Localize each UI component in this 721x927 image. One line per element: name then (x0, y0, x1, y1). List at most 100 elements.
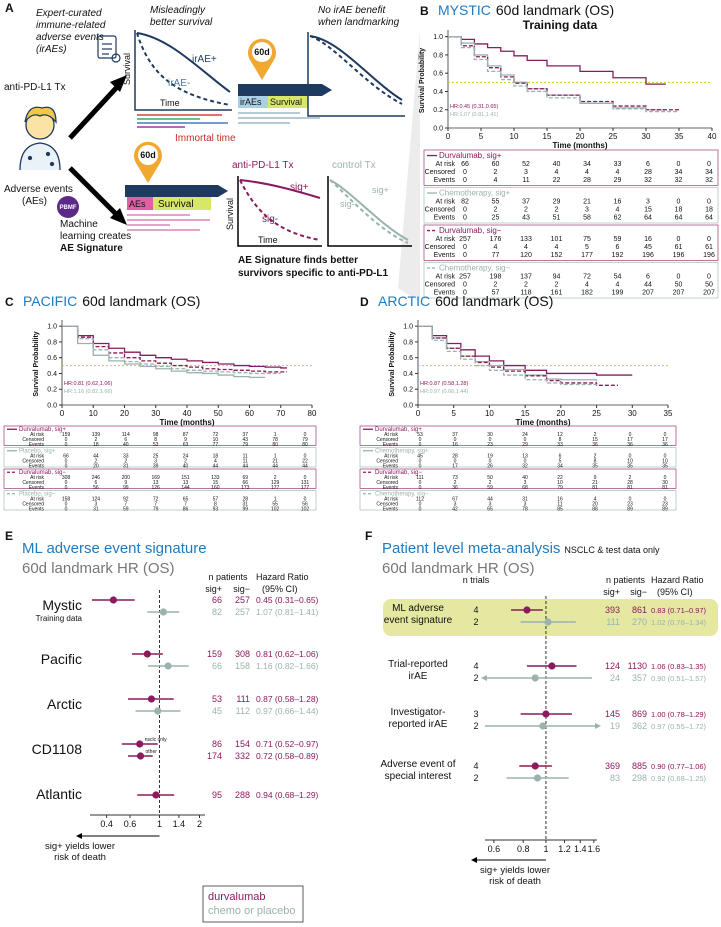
risk-row-label: At risk (30, 475, 44, 481)
n-neg: 357 (632, 673, 647, 683)
risk-value: 196 (703, 252, 715, 259)
risk-value: 59 (487, 485, 493, 491)
risk-value: 102 (271, 507, 280, 513)
risk-value: 2 (494, 169, 498, 176)
y-tick-label: 0.0 (403, 403, 413, 410)
risk-value: 66 (63, 454, 69, 460)
risk-value: 73 (452, 475, 458, 481)
risk-value: 2 (594, 432, 597, 438)
risk-value: 0 (65, 502, 68, 508)
tx-label: anti-PD-L1 Tx (232, 160, 294, 171)
risk-row-label: Events (29, 507, 45, 513)
survival-curve (418, 325, 633, 376)
risk-value: 308 (62, 475, 71, 481)
risk-value: 78 (522, 507, 528, 513)
risk-value: 102 (301, 507, 310, 513)
x-tick-label: 50 (214, 409, 223, 418)
risk-value: 0 (419, 437, 422, 443)
risk-value: 2 (524, 282, 528, 289)
risk-value: 8 (214, 502, 217, 508)
risk-row-label: Censored (22, 480, 44, 486)
risk-group-name: Placebo, sig− (19, 492, 56, 498)
trials: 2 (473, 673, 478, 683)
time-arrow (125, 185, 228, 197)
ae-desc: Adverse events (4, 184, 73, 195)
ci-arrow (481, 675, 487, 681)
risk-value: 72 (583, 274, 591, 281)
risk-row-label: Events (383, 507, 399, 513)
axis-label: Time (160, 98, 180, 108)
risk-value: 120 (520, 252, 532, 259)
y-tick-label: 0.2 (433, 107, 443, 114)
risk-value: 86 (183, 507, 189, 513)
risk-value: 65 (183, 497, 189, 503)
n-neg: 362 (632, 721, 647, 731)
risk-value: 0 (419, 485, 422, 491)
axis-label: Survival (122, 53, 132, 85)
risk-row-label: At risk (436, 274, 456, 281)
n-pos: 24 (610, 673, 620, 683)
risk-value: 4 (494, 244, 498, 251)
panel-label: F (365, 529, 372, 543)
risk-row-label: Censored (22, 502, 44, 508)
n-neg: 332 (235, 751, 250, 761)
risk-value: 0 (419, 502, 422, 508)
risk-value: 8 (559, 437, 562, 443)
n-neg: 861 (632, 605, 647, 615)
risk-value: 51 (553, 215, 561, 222)
hr-annotation: HR:0.81 (0.62,1.06) (64, 381, 112, 387)
risk-value: 25 (153, 454, 159, 460)
heading: Misleadingly (150, 5, 206, 16)
risk-row-label: Events (434, 215, 456, 222)
hr-point (523, 606, 531, 614)
risk-group-box (3, 490, 317, 511)
x-tick-label: 1.2 (558, 844, 571, 854)
risk-value: 4 (555, 244, 559, 251)
risk-value: 9 (594, 475, 597, 481)
risk-value: 30 (662, 480, 668, 486)
risk-value: 31 (522, 497, 528, 503)
risk-value: 35 (662, 464, 668, 470)
segment-label: irAEs (240, 97, 262, 107)
x-tick-label: 30 (642, 132, 651, 141)
x-axis-label: Time (months) (516, 418, 571, 427)
segment-label: Survival (270, 97, 302, 107)
risk-row-label: Events (434, 290, 456, 297)
risk-value: 78 (272, 437, 278, 443)
hr-annotation: HR:0.87 (0.58,1.28) (420, 381, 468, 387)
risk-value: 0 (707, 161, 711, 168)
risk-value: 0 (664, 432, 667, 438)
risk-value: 31 (242, 502, 248, 508)
risk-value: 79 (557, 485, 563, 491)
hr-label: 0.90 (0.51–1.57) (651, 674, 707, 683)
n-pos: 145 (605, 709, 620, 719)
risk-value: 2 (594, 454, 597, 460)
risk-value: 0 (707, 274, 711, 281)
y-axis-label: Survival Probability (419, 48, 426, 113)
risk-value: 79 (302, 437, 308, 443)
risk-value: 56 (93, 485, 99, 491)
zoom-wedge (398, 30, 420, 302)
x-tick-label: 35 (675, 132, 684, 141)
risk-value: 151 (181, 475, 190, 481)
risk-value: 35 (627, 464, 633, 470)
risk-value: 2 (184, 459, 187, 465)
x-tick-label: 0.4 (100, 819, 113, 829)
risk-value: 32 (705, 177, 713, 184)
risk-value: 0 (463, 169, 467, 176)
title-text: 60d landmark (OS) (496, 2, 614, 18)
risk-value: 44 (644, 282, 652, 289)
risk-value: 4 (616, 207, 620, 214)
schematic-curve (136, 32, 231, 106)
n-pos: 369 (605, 761, 620, 771)
person-icon (19, 106, 61, 171)
y-tick-label: 1.0 (433, 34, 443, 41)
trials: 2 (473, 721, 478, 731)
risk-value: 0 (65, 464, 68, 470)
risk-value: 118 (520, 290, 531, 297)
column-header: n patients (606, 575, 646, 585)
risk-value: 77 (492, 252, 500, 259)
schematic-curve (136, 32, 231, 93)
survival-curve (62, 325, 287, 369)
hr-annotation: HR:1.16 (0.82,1.66) (64, 389, 112, 395)
